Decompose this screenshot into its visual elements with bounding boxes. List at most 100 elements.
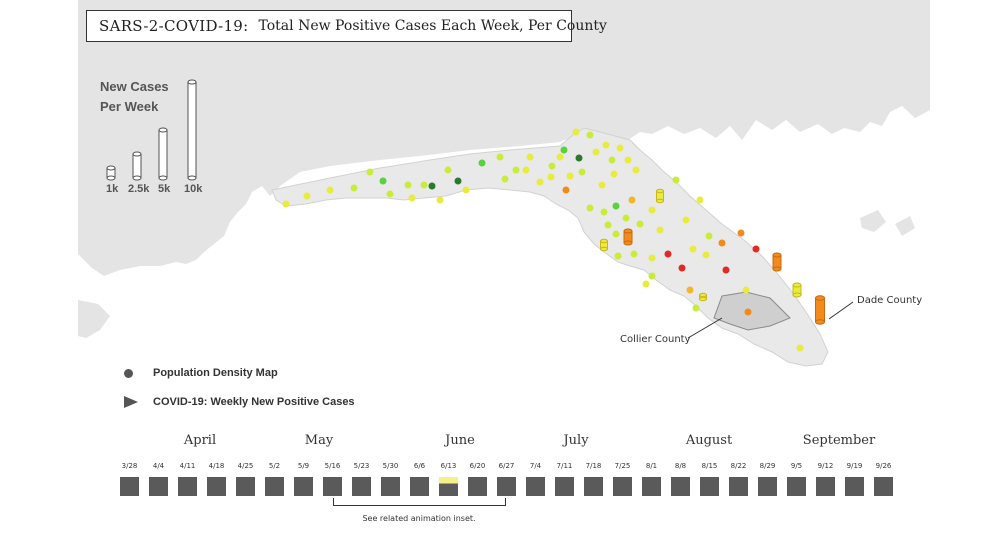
week-box[interactable] (671, 477, 690, 496)
week-box[interactable] (178, 477, 197, 496)
county-dot (282, 200, 290, 208)
land-north (78, 0, 930, 276)
title-box: SARS-2-COVID-19: Total New Positive Case… (86, 10, 607, 42)
county-dot (586, 131, 594, 139)
week-label: 6/13 (440, 462, 457, 470)
month-label: September (802, 433, 876, 448)
county-dot (560, 146, 568, 154)
county-dot (462, 186, 470, 194)
scale-label-2-5k: 2.5k (128, 183, 150, 195)
title-lead: SARS-2-COVID-19: (99, 17, 249, 35)
legend-cylinder-1k (106, 165, 116, 181)
animation-note: See related animation inset. (362, 514, 476, 523)
week-box[interactable] (526, 477, 545, 496)
week-label: 5/23 (353, 462, 370, 470)
week-box[interactable] (758, 477, 777, 496)
week-box[interactable] (584, 477, 603, 496)
case-cylinder (623, 228, 633, 246)
county-dot (379, 177, 387, 185)
week-box[interactable] (874, 477, 893, 496)
week-box[interactable] (381, 477, 400, 496)
week-box[interactable] (497, 477, 516, 496)
case-cylinder (600, 238, 608, 252)
florida (271, 127, 829, 367)
week-label: 8/15 (701, 462, 718, 470)
county-dot (737, 229, 745, 237)
week-box[interactable] (700, 477, 719, 496)
week-label: 9/26 (875, 462, 892, 470)
legend-cylinder-10k (187, 79, 197, 181)
week-label: 4/11 (179, 462, 196, 470)
county-dot (326, 186, 334, 194)
case-cylinder (772, 252, 782, 272)
county-dot (547, 173, 555, 181)
county-dot (722, 266, 730, 274)
week-label: 4/25 (237, 462, 254, 470)
county-dot (664, 250, 672, 258)
week-box[interactable] (120, 477, 139, 496)
week-box[interactable] (468, 477, 487, 496)
week-box[interactable] (149, 477, 168, 496)
dade-county-label: Dade County (857, 295, 923, 306)
land-southwest (78, 300, 110, 338)
county-dot (566, 172, 574, 180)
week-label: 6/6 (413, 462, 426, 470)
county-dot (501, 175, 509, 183)
county-dot (404, 181, 412, 189)
county-dot (648, 206, 656, 214)
week-box[interactable] (555, 477, 574, 496)
week-box[interactable] (265, 477, 284, 496)
key-cases-label: COVID-19: Weekly New Positive Cases (153, 396, 355, 408)
week-box[interactable] (352, 477, 371, 496)
week-box[interactable] (845, 477, 864, 496)
week-label: 8/8 (674, 462, 687, 470)
county-dot (478, 159, 486, 167)
week-label: 5/2 (268, 462, 281, 470)
triangle-icon (124, 396, 138, 408)
county-dot (796, 344, 804, 352)
week-label: 5/9 (297, 462, 310, 470)
month-label: May (304, 433, 334, 448)
county-dot (408, 194, 416, 202)
county-dot (420, 181, 428, 189)
week-box[interactable] (642, 477, 661, 496)
week-box[interactable] (439, 477, 458, 496)
legend-cylinder-5k (158, 127, 168, 181)
week-label: 7/11 (556, 462, 573, 470)
county-dot (612, 202, 620, 210)
county-dot (752, 245, 760, 253)
animation-bracket (333, 498, 506, 506)
week-label: 8/29 (759, 462, 776, 470)
key-density-label: Population Density Map (153, 367, 278, 379)
dade-callout-line (828, 301, 854, 320)
week-box[interactable] (236, 477, 255, 496)
county-dot (678, 264, 686, 272)
week-box[interactable] (613, 477, 632, 496)
week-box[interactable] (207, 477, 226, 496)
week-label: 8/22 (730, 462, 747, 470)
county-dot (578, 168, 586, 176)
week-label: 6/20 (469, 462, 486, 470)
week-box[interactable] (787, 477, 806, 496)
county-dot (692, 304, 700, 312)
county-dot (672, 176, 680, 184)
land-islands (860, 210, 915, 236)
week-box[interactable] (410, 477, 429, 496)
week-box[interactable] (816, 477, 835, 496)
county-dot (642, 280, 650, 288)
county-dot (608, 156, 616, 164)
week-box[interactable] (729, 477, 748, 496)
county-dot (622, 214, 630, 222)
week-label: 3/28 (121, 462, 138, 470)
week-label: 5/30 (382, 462, 399, 470)
week-box[interactable] (323, 477, 342, 496)
week-box[interactable] (294, 477, 313, 496)
week-label: 9/19 (846, 462, 863, 470)
week-label: 6/27 (498, 462, 515, 470)
county-dot (350, 184, 358, 192)
week-label: 5/16 (324, 462, 341, 470)
week-label: 7/25 (614, 462, 631, 470)
county-dot (632, 166, 640, 174)
county-dot (648, 272, 656, 280)
week-label: 7/18 (585, 462, 602, 470)
